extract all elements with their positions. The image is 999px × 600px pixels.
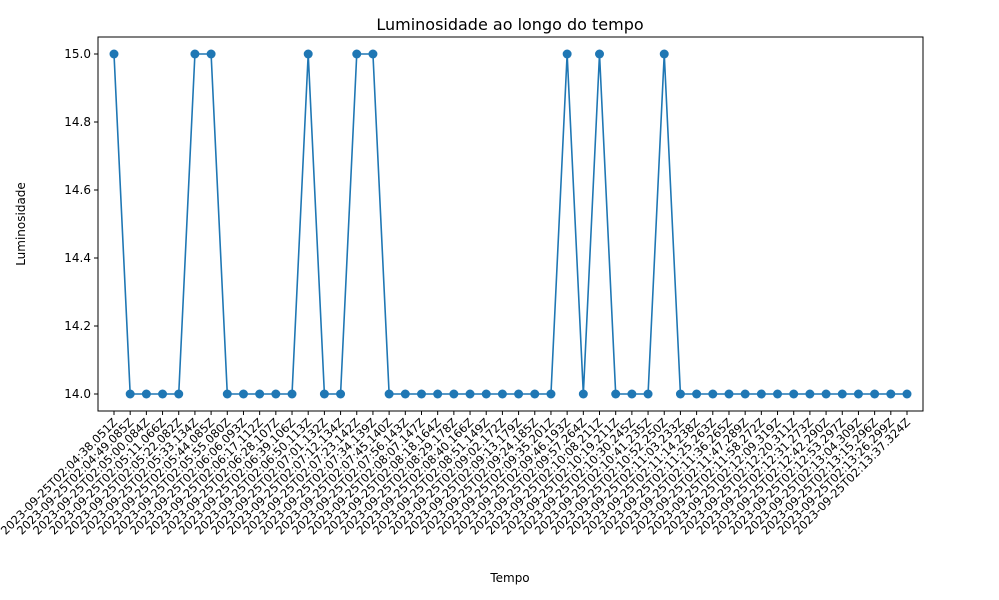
data-point bbox=[141, 389, 151, 399]
y-tick-label: 14.2 bbox=[64, 319, 91, 333]
y-tick-label: 14.6 bbox=[64, 183, 91, 197]
data-point bbox=[271, 389, 281, 399]
data-point bbox=[724, 389, 734, 399]
y-axis-label: Luminosidade bbox=[14, 182, 28, 266]
series-line bbox=[113, 53, 907, 395]
data-point bbox=[287, 389, 297, 399]
data-point bbox=[821, 389, 831, 399]
data-point bbox=[255, 389, 265, 399]
y-tick-label: 14.4 bbox=[64, 251, 91, 265]
data-point bbox=[659, 49, 669, 59]
data-point bbox=[627, 389, 637, 399]
data-point bbox=[789, 389, 799, 399]
y-axis: 14.0 14.2 14.4 14.6 14.8 15.0 bbox=[64, 47, 98, 401]
data-point bbox=[206, 49, 216, 59]
data-point bbox=[481, 389, 491, 399]
x-axis: 2023-09-25T02:04:38.051Z2023-09-25T02:04… bbox=[0, 411, 913, 538]
data-point bbox=[837, 389, 847, 399]
data-point bbox=[465, 389, 475, 399]
data-point bbox=[384, 389, 394, 399]
data-point bbox=[870, 389, 880, 399]
data-point bbox=[756, 389, 766, 399]
data-point bbox=[497, 389, 507, 399]
data-point bbox=[708, 389, 718, 399]
data-point bbox=[238, 389, 248, 399]
data-point bbox=[902, 389, 912, 399]
data-point bbox=[514, 389, 524, 399]
data-point bbox=[190, 49, 200, 59]
data-point bbox=[643, 389, 653, 399]
data-point bbox=[773, 389, 783, 399]
data-point bbox=[416, 389, 426, 399]
data-point bbox=[611, 389, 621, 399]
series-markers bbox=[109, 49, 912, 399]
data-point bbox=[546, 389, 556, 399]
data-point bbox=[692, 389, 702, 399]
data-point bbox=[530, 389, 540, 399]
data-point bbox=[336, 389, 346, 399]
data-point bbox=[368, 49, 378, 59]
data-point bbox=[886, 389, 896, 399]
data-point bbox=[400, 389, 410, 399]
data-point bbox=[562, 49, 572, 59]
data-point bbox=[319, 389, 329, 399]
data-point bbox=[595, 49, 605, 59]
data-point bbox=[352, 49, 362, 59]
data-point bbox=[805, 389, 815, 399]
data-point bbox=[222, 389, 232, 399]
plot-frame bbox=[97, 36, 924, 412]
y-tick-label: 15.0 bbox=[64, 47, 91, 61]
y-tick-label: 14.0 bbox=[64, 387, 91, 401]
y-tick-label: 14.8 bbox=[64, 115, 91, 129]
data-point bbox=[109, 49, 119, 59]
data-point bbox=[853, 389, 863, 399]
data-point bbox=[158, 389, 168, 399]
data-point bbox=[303, 49, 313, 59]
data-point bbox=[433, 389, 443, 399]
data-point bbox=[449, 389, 459, 399]
data-point bbox=[174, 389, 184, 399]
data-point bbox=[740, 389, 750, 399]
data-point bbox=[675, 389, 685, 399]
chart-title: Luminosidade ao longo do tempo bbox=[376, 15, 643, 34]
data-point bbox=[125, 389, 135, 399]
x-axis-label: Tempo bbox=[489, 571, 529, 585]
data-point bbox=[578, 389, 588, 399]
